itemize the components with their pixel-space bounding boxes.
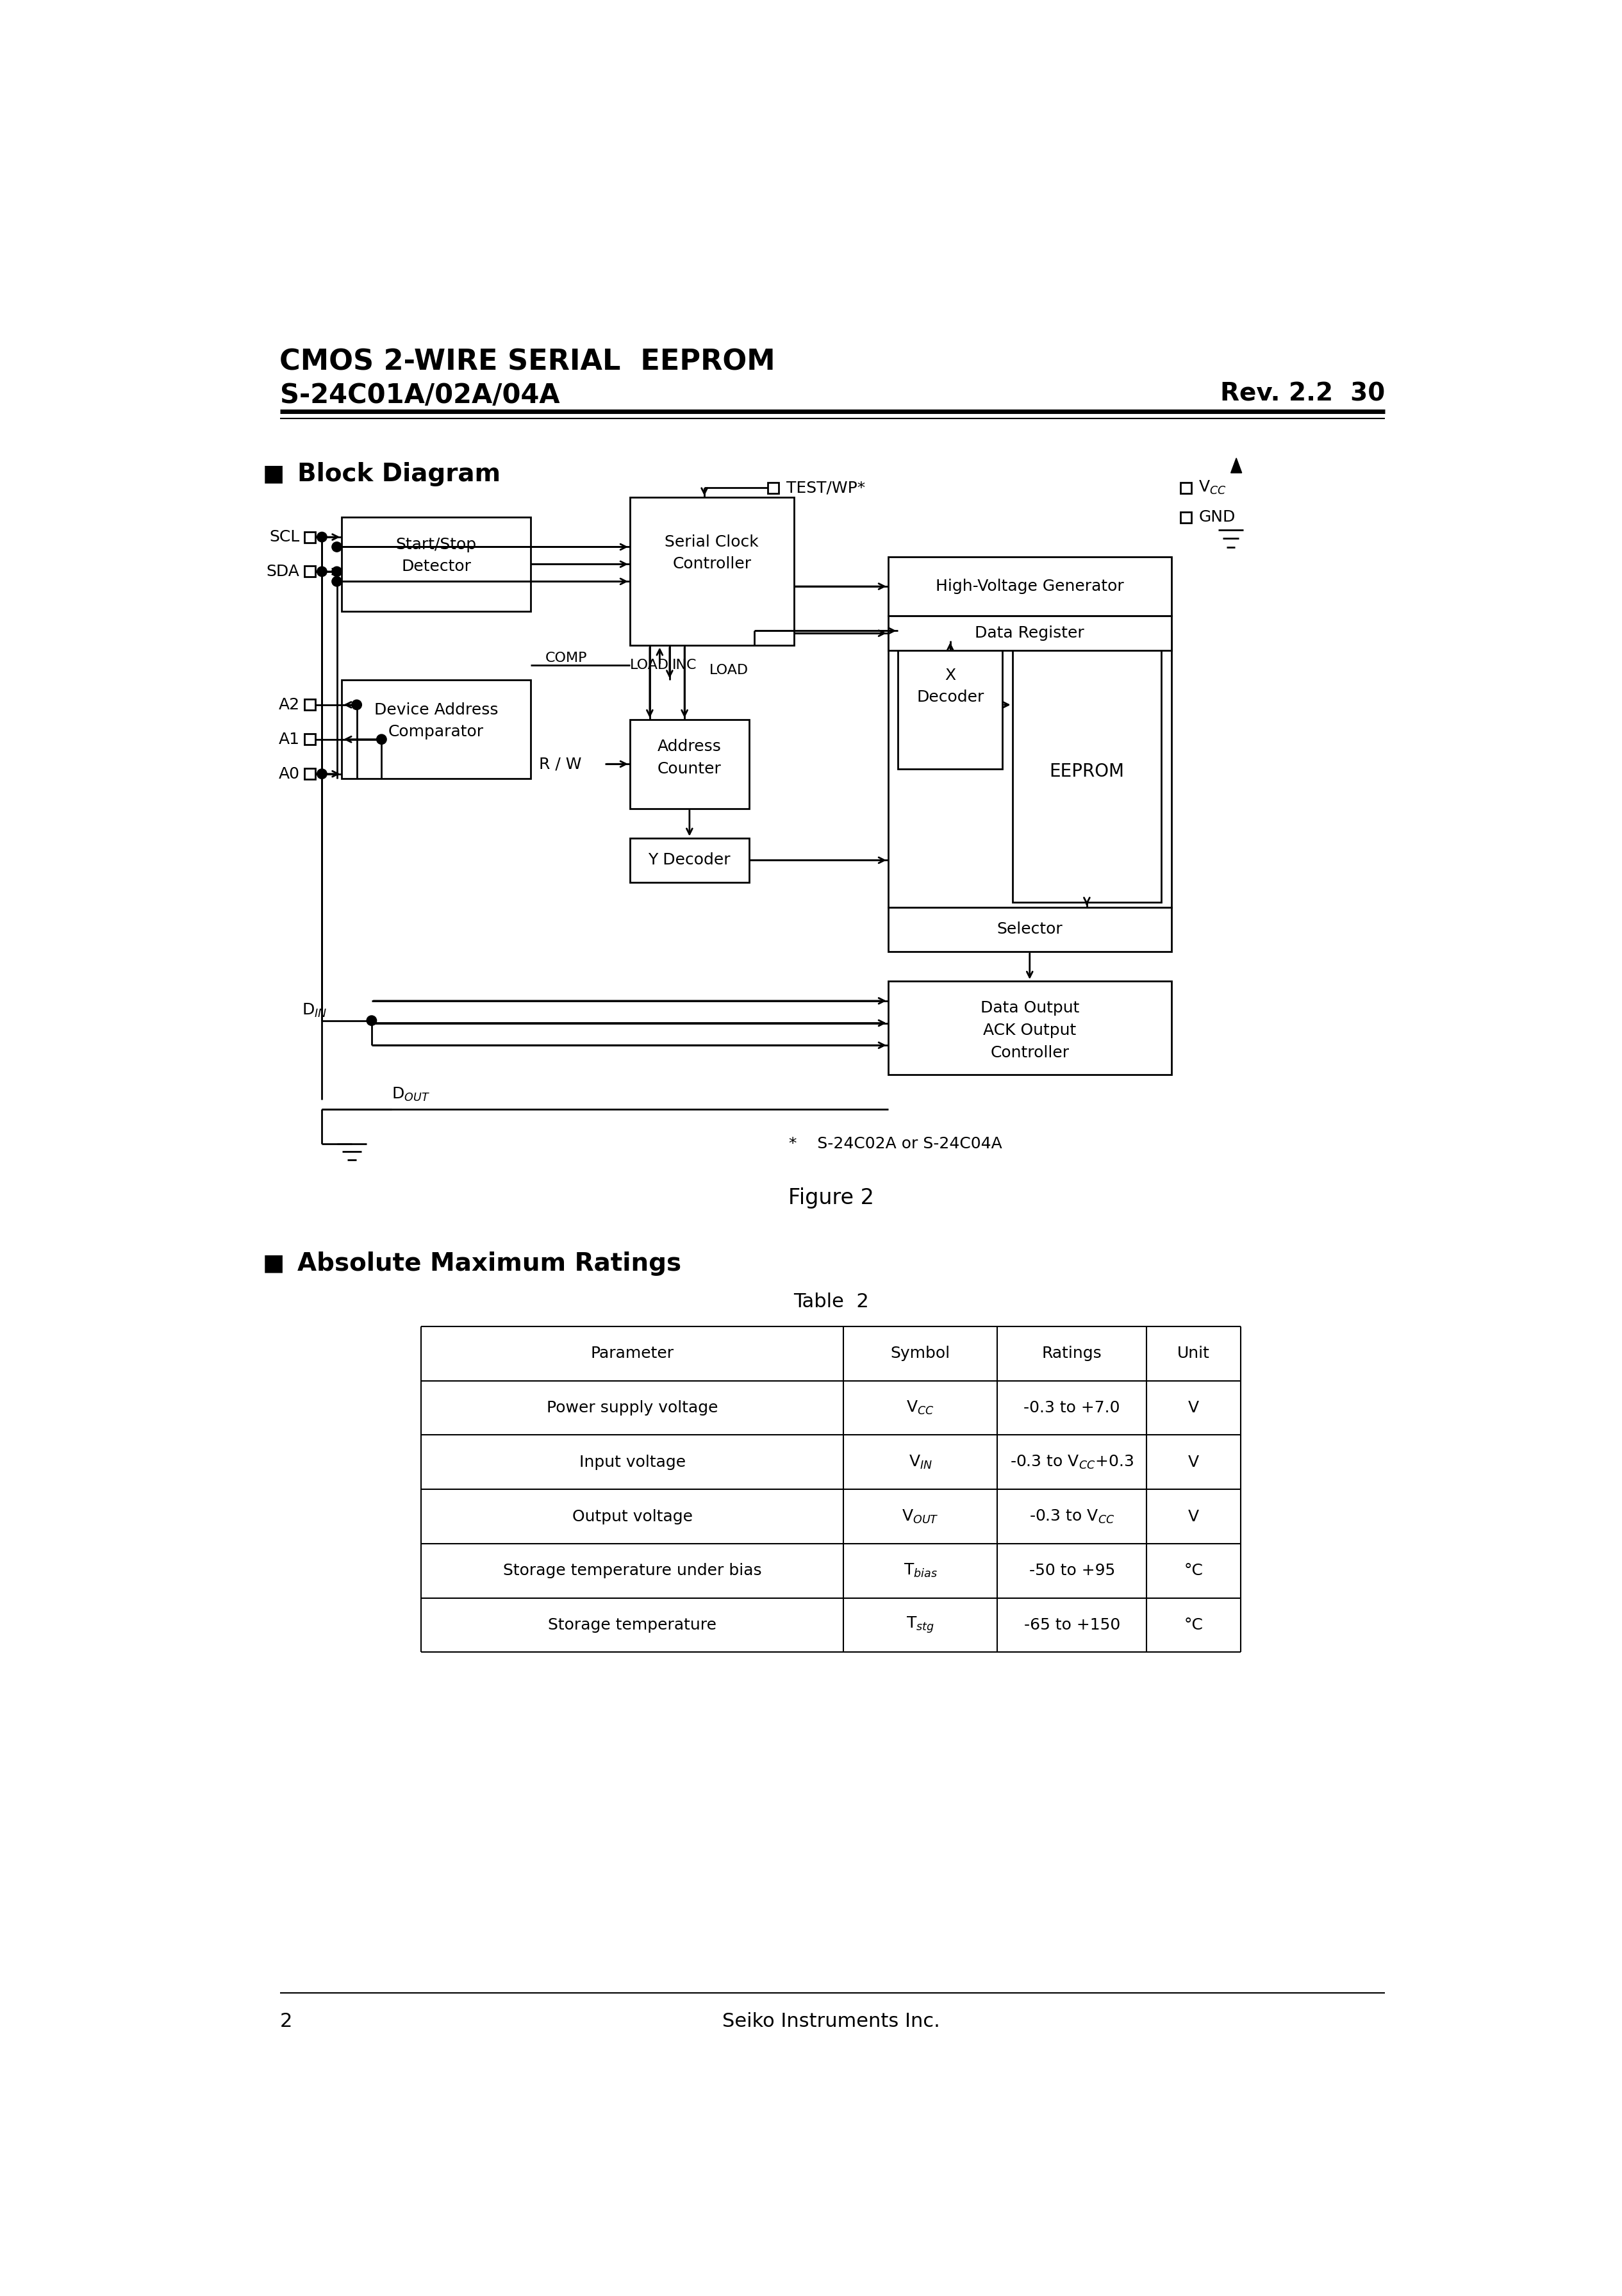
Text: Start/Stop: Start/Stop (396, 537, 477, 551)
Text: V$_{OUT}$: V$_{OUT}$ (902, 1508, 939, 1525)
Text: Address: Address (657, 739, 722, 755)
Text: T$_{bias}$: T$_{bias}$ (903, 1561, 938, 1580)
Bar (889, 980, 1171, 1075)
Text: Table  2: Table 2 (793, 1293, 869, 1311)
Circle shape (316, 567, 328, 576)
Bar (629, 498, 793, 645)
Text: V: V (1187, 1508, 1199, 1525)
Text: ■: ■ (263, 464, 284, 484)
Bar (305, 735, 316, 744)
Text: Storage temperature under bias: Storage temperature under bias (503, 1564, 762, 1577)
Text: -0.3 to +7.0: -0.3 to +7.0 (1023, 1401, 1121, 1417)
Bar (305, 700, 316, 709)
Text: Output voltage: Output voltage (573, 1508, 693, 1525)
Bar (889, 556, 1171, 615)
Circle shape (316, 769, 328, 778)
Text: *    S-24C02A or S-24C04A: * S-24C02A or S-24C04A (788, 1137, 1002, 1153)
Text: Data Output: Data Output (980, 1001, 1079, 1015)
Text: EEPROM: EEPROM (1049, 762, 1124, 781)
Circle shape (333, 542, 342, 551)
Text: A1: A1 (279, 732, 300, 746)
Text: Absolute Maximum Ratings: Absolute Maximum Ratings (297, 1251, 681, 1277)
Bar (767, 482, 779, 494)
Text: Input voltage: Input voltage (579, 1453, 686, 1469)
Bar (1181, 482, 1191, 494)
Bar (1012, 641, 1161, 902)
Text: V$_{IN}$: V$_{IN}$ (908, 1453, 933, 1469)
Circle shape (367, 1015, 376, 1026)
Text: Storage temperature: Storage temperature (548, 1616, 717, 1632)
Text: Controller: Controller (991, 1045, 1069, 1061)
Text: 2: 2 (279, 2011, 292, 2032)
Circle shape (333, 567, 342, 576)
Text: T$_{stg}$: T$_{stg}$ (907, 1614, 934, 1635)
Text: Power supply voltage: Power supply voltage (547, 1401, 719, 1417)
Text: -0.3 to V$_{CC}$+0.3: -0.3 to V$_{CC}$+0.3 (1011, 1453, 1134, 1469)
Text: Parameter: Parameter (590, 1345, 675, 1362)
Bar (305, 769, 316, 778)
Text: S-24C01A/02A/04A: S-24C01A/02A/04A (279, 381, 560, 409)
Text: Data Register: Data Register (975, 625, 1085, 641)
Text: Rev. 2.2  30: Rev. 2.2 30 (1220, 381, 1385, 406)
Text: D$_{OUT}$: D$_{OUT}$ (391, 1086, 430, 1102)
Text: High-Voltage Generator: High-Voltage Generator (936, 579, 1124, 595)
Text: V: V (1187, 1401, 1199, 1417)
Text: Seiko Instruments Inc.: Seiko Instruments Inc. (722, 2011, 939, 2032)
Text: Serial Clock: Serial Clock (665, 535, 759, 549)
Text: SDA: SDA (266, 565, 300, 579)
Text: Symbol: Symbol (890, 1345, 950, 1362)
Text: X: X (944, 668, 955, 682)
Text: Controller: Controller (673, 556, 751, 572)
Bar (1181, 512, 1191, 523)
Text: A0: A0 (279, 767, 300, 781)
Text: Figure 2: Figure 2 (788, 1187, 874, 1208)
Circle shape (376, 735, 386, 744)
Text: Selector: Selector (998, 921, 1062, 937)
Text: ACK Output: ACK Output (983, 1022, 1077, 1038)
Text: V$_{CC}$: V$_{CC}$ (907, 1401, 934, 1417)
Circle shape (316, 533, 328, 542)
Bar (305, 533, 316, 542)
Bar (899, 641, 1002, 769)
Text: Unit: Unit (1178, 1345, 1210, 1362)
Bar (305, 567, 316, 576)
Text: R / W: R / W (539, 755, 582, 771)
Text: V: V (1187, 1453, 1199, 1469)
Text: °C: °C (1184, 1616, 1204, 1632)
Text: D$_{IN}$: D$_{IN}$ (302, 1003, 328, 1019)
Text: -0.3 to V$_{CC}$: -0.3 to V$_{CC}$ (1028, 1508, 1114, 1525)
Text: LOAD: LOAD (709, 664, 748, 677)
Bar (342, 517, 530, 611)
Circle shape (333, 576, 342, 585)
Text: Y Decoder: Y Decoder (649, 852, 730, 868)
Text: Detector: Detector (401, 558, 470, 574)
Bar (889, 907, 1171, 951)
Polygon shape (1231, 459, 1242, 473)
Bar (629, 838, 749, 882)
Text: TEST/WP*: TEST/WP* (787, 480, 865, 496)
Text: Counter: Counter (657, 762, 722, 776)
Circle shape (352, 700, 362, 709)
Text: Block Diagram: Block Diagram (297, 461, 500, 487)
Text: GND: GND (1199, 510, 1236, 526)
Text: -50 to +95: -50 to +95 (1028, 1564, 1114, 1577)
Text: A2: A2 (279, 698, 300, 712)
Text: Comparator: Comparator (388, 723, 483, 739)
Text: SCL: SCL (269, 530, 300, 544)
Text: COMP: COMP (545, 652, 587, 664)
Text: °C: °C (1184, 1564, 1204, 1577)
Bar (629, 719, 749, 808)
Text: INC: INC (672, 659, 697, 673)
Text: ■: ■ (263, 1254, 284, 1274)
Text: CMOS 2-WIRE SERIAL  EEPROM: CMOS 2-WIRE SERIAL EEPROM (279, 349, 775, 377)
Text: -65 to +150: -65 to +150 (1023, 1616, 1121, 1632)
Text: Device Address: Device Address (375, 703, 498, 716)
Bar (889, 631, 1171, 907)
Text: LOAD: LOAD (631, 659, 670, 673)
Text: Ratings: Ratings (1041, 1345, 1101, 1362)
Text: V$_{CC}$: V$_{CC}$ (1199, 480, 1226, 496)
Text: Decoder: Decoder (916, 689, 985, 705)
Bar (342, 680, 530, 778)
Bar (889, 615, 1171, 650)
